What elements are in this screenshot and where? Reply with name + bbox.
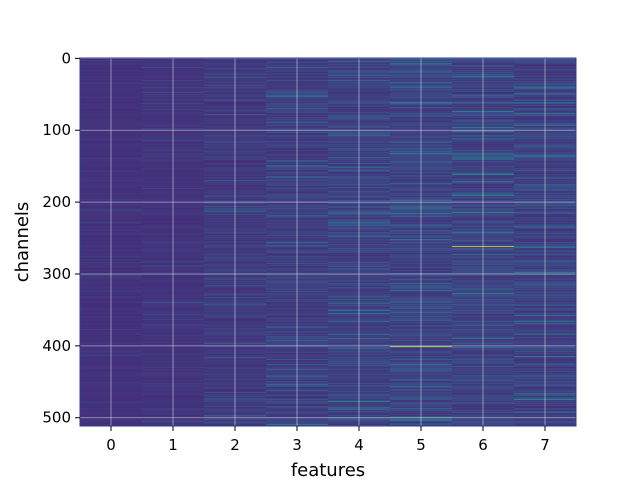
x-tick-label: 3 [292, 436, 302, 454]
x-tick-label: 5 [416, 436, 426, 454]
x-tick-label: 4 [354, 436, 364, 454]
y-axis-label: channels [12, 202, 33, 283]
y-tick-label: 300 [42, 265, 71, 283]
y-tick-label: 400 [42, 337, 71, 355]
x-tick-label: 6 [478, 436, 488, 454]
x-axis-label: features [291, 460, 365, 480]
grid-lines [80, 57, 576, 426]
heatmap-cells [80, 58, 576, 427]
x-tick-label: 2 [230, 436, 240, 454]
y-tick-label: 500 [42, 409, 71, 427]
y-axis: 0 100 200 300 400 500 [42, 49, 80, 427]
y-tick-label: 100 [42, 121, 71, 139]
x-tick-label: 0 [106, 436, 116, 454]
x-tick-label: 1 [168, 436, 178, 454]
x-axis: 0 1 2 3 4 5 6 7 [106, 426, 550, 454]
y-tick-label: 0 [61, 49, 71, 67]
y-tick-label: 200 [42, 193, 71, 211]
plot-frame [79, 57, 577, 427]
x-tick-label: 7 [540, 436, 550, 454]
